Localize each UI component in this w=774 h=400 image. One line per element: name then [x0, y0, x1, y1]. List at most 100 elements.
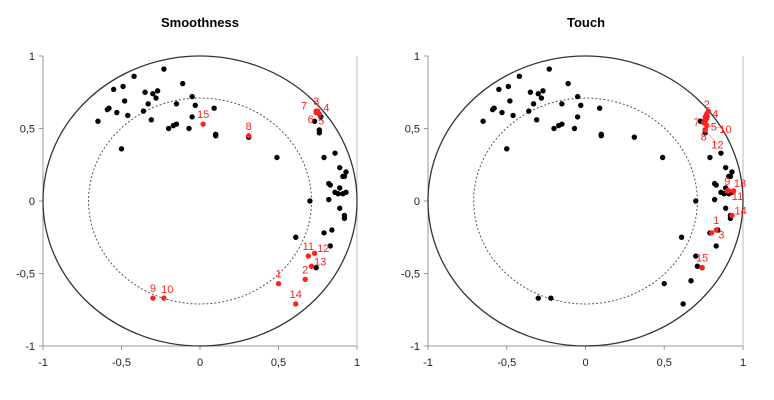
supplementary-variable-point [200, 121, 206, 127]
x-tick-label: 0,5 [657, 357, 672, 369]
smoothness-panel: Smoothness -1 -0,5 0 0,5 110,50-0,5-11 234567… [16, 15, 360, 369]
active-variable-point [516, 73, 523, 80]
chart-title: Touch [567, 15, 605, 30]
active-variable-point [337, 164, 343, 171]
active-variable-point [180, 80, 186, 87]
point-label: 2 [302, 264, 308, 276]
active-variable-point [307, 198, 313, 204]
active-variable-point [526, 108, 532, 114]
active-variable-point [713, 243, 719, 249]
supplementary-variable-point [313, 109, 319, 116]
active-variable-point [140, 108, 147, 114]
active-variable-point [274, 154, 280, 161]
y-tick-label: -0,5 [16, 269, 35, 281]
active-variable-point [680, 301, 686, 307]
supplementary-variable-point [702, 114, 708, 120]
active-variable-point [148, 117, 155, 123]
supplementary-variable-point [729, 212, 735, 219]
point-label: 4 [712, 108, 718, 120]
point-label: 10 [719, 124, 731, 136]
active-variable-point [170, 122, 177, 129]
active-variable-point [95, 118, 101, 124]
active-variable-point [713, 182, 719, 188]
point-label: 8 [246, 121, 252, 133]
point-label: 5 [318, 115, 324, 127]
supplementary-variable-point [730, 188, 737, 194]
active-variable-point [507, 98, 513, 104]
active-variable-point [530, 101, 537, 107]
chart-title: Smoothness [161, 15, 239, 30]
point-label: 5 [711, 121, 717, 133]
active-variable-point [693, 198, 699, 204]
supplementary-variable-point [308, 263, 315, 269]
x-tick-label: -1 [38, 357, 48, 369]
active-variable-point [661, 280, 667, 287]
y-tick-label: 0,5 [20, 124, 35, 136]
active-variable-point [335, 191, 341, 197]
supplementary-variable-point [150, 295, 156, 301]
active-variable-point [118, 146, 125, 152]
x-tick-label: -0,5 [112, 357, 131, 369]
unit-circle [427, 55, 744, 347]
active-variable-point [574, 93, 581, 100]
active-variable-point [125, 112, 131, 119]
point-label: 9 [724, 176, 730, 188]
active-variable-point [565, 80, 571, 87]
supplementary-variable-point [302, 276, 308, 282]
inner-circle [473, 97, 698, 305]
unit-circle [42, 55, 358, 347]
active-variable-point [596, 105, 603, 111]
active-variable-point [711, 196, 718, 203]
point-label: 11 [303, 241, 314, 253]
active-variable-point [327, 243, 334, 249]
x-tick-label: 1 [354, 357, 360, 369]
active-variable-point [535, 91, 541, 97]
active-variable-point [332, 150, 338, 156]
active-variable-point [729, 169, 735, 175]
y-tick-label: -1 [25, 341, 35, 353]
supplementary-variable-point [293, 301, 299, 307]
point-label: 1 [713, 215, 719, 227]
active-variable-point [551, 125, 557, 132]
active-variable-point [535, 295, 541, 301]
active-variable-point [559, 101, 565, 107]
active-variable-point [313, 265, 319, 271]
point-label: 6 [702, 115, 708, 127]
active-variable-point [343, 169, 349, 175]
supplementary-variable-point [705, 108, 712, 114]
point-label: 3 [313, 96, 319, 108]
point-label: 10 [161, 284, 173, 296]
point-label: 2 [704, 99, 710, 111]
active-variable-point [329, 227, 335, 233]
active-variable-point [574, 114, 581, 120]
active-variable-point [321, 154, 327, 161]
active-variable-point [722, 164, 729, 171]
active-variable-point [211, 105, 217, 111]
active-variable-point [327, 182, 334, 188]
active-variable-point [337, 185, 343, 191]
label-leader-line [704, 129, 718, 145]
x-tick-label: 0,5 [271, 357, 286, 369]
point-label: 9 [150, 283, 156, 295]
active-variable-point [104, 106, 111, 113]
active-variable-point [510, 112, 516, 119]
point-label: 11 [732, 191, 743, 203]
supplementary-variable-point [708, 230, 715, 236]
active-variable-point [540, 88, 546, 94]
point-label: 13 [734, 178, 746, 190]
x-tick-label: 0 [197, 357, 203, 369]
point-label: 3 [718, 230, 724, 242]
active-variable-point [153, 95, 159, 101]
point-label: 12 [711, 140, 723, 152]
point-label: 7 [301, 101, 307, 113]
y-tick-label: 0,5 [405, 124, 420, 136]
active-variable-point [527, 89, 534, 95]
active-variable-point [145, 101, 151, 107]
active-variable-point [114, 109, 120, 116]
active-variable-point [121, 98, 128, 104]
y-tick-label: 1 [414, 51, 420, 63]
active-variable-point [150, 91, 156, 97]
x-tick-label: 0 [582, 357, 588, 369]
point-label: 15 [696, 253, 708, 265]
active-variable-point [154, 88, 161, 94]
